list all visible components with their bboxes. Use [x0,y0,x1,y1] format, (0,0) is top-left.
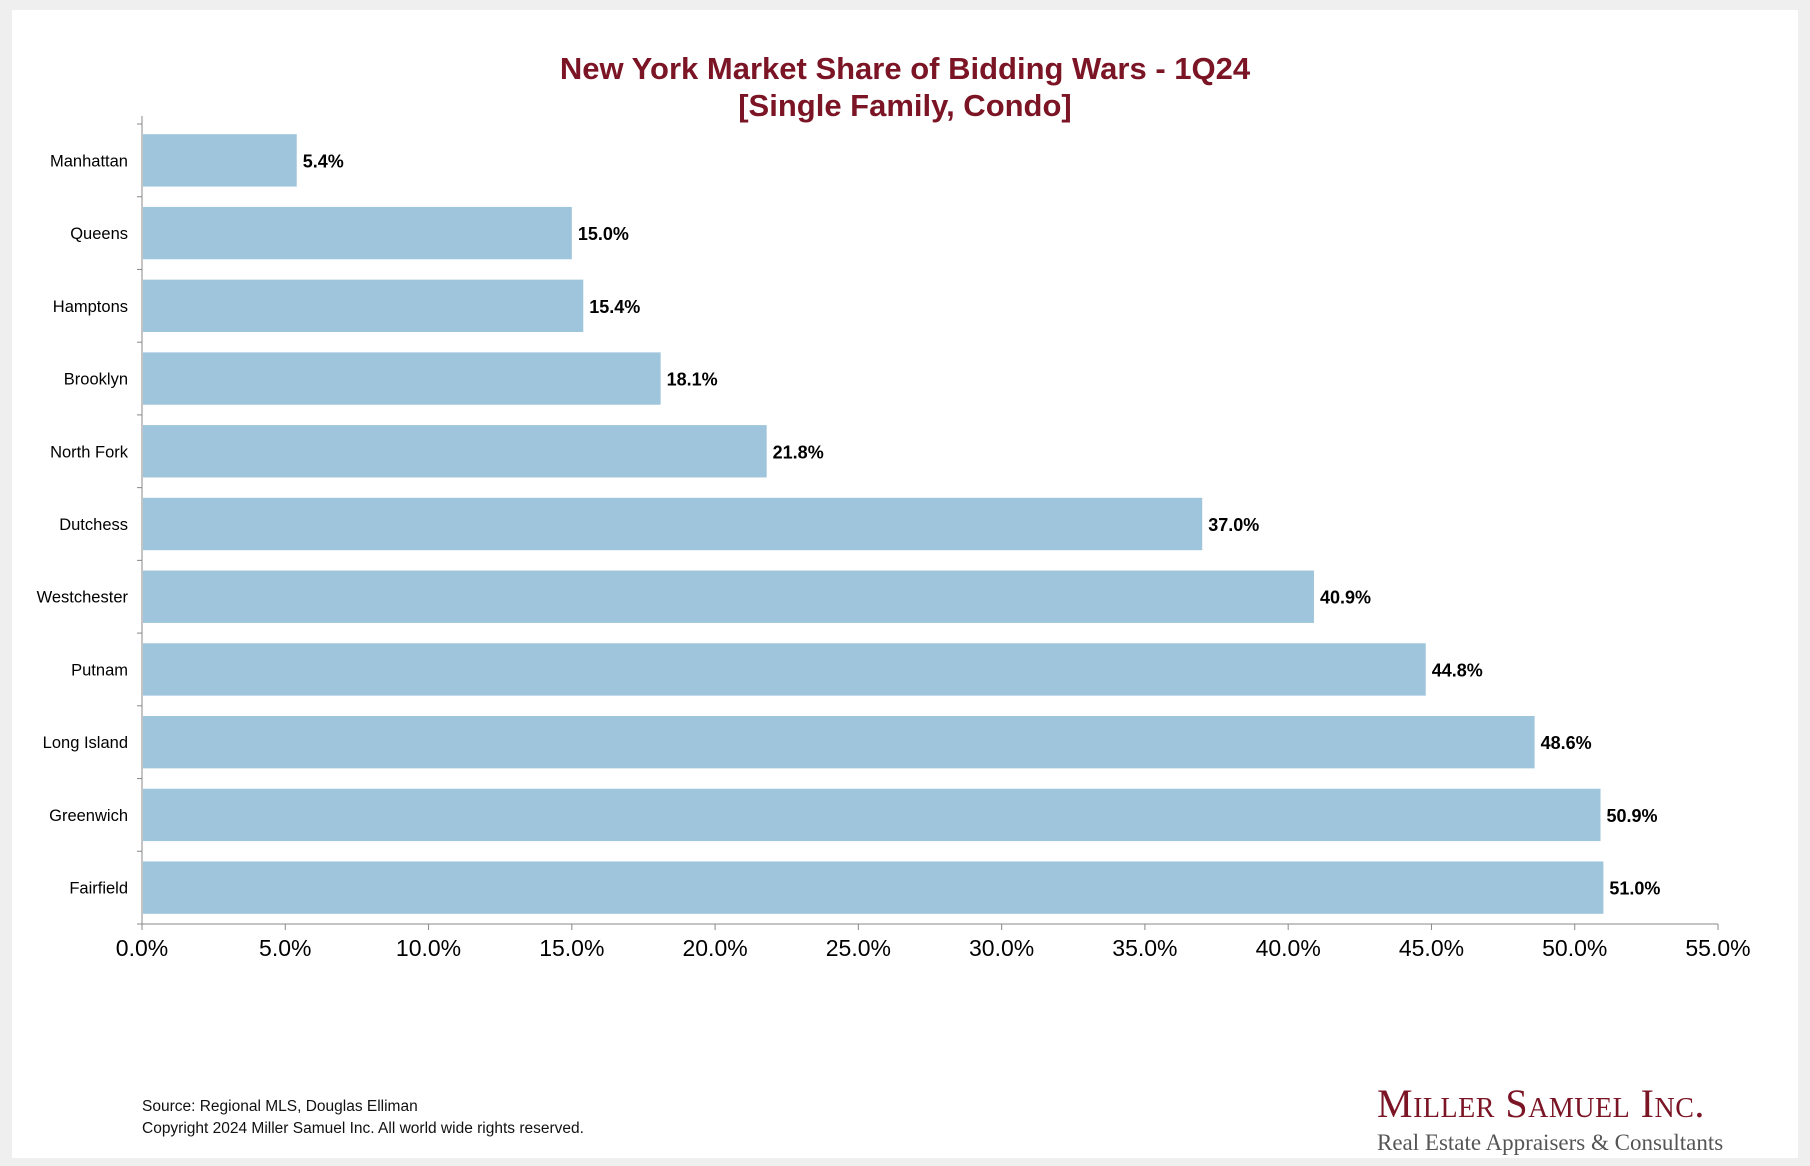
category-label: North Fork [50,443,129,461]
bar [143,352,661,405]
x-tick-label: 25.0% [826,935,891,961]
data-label: 37.0% [1208,515,1259,535]
logo-tagline: Real Estate Appraisers & Consultants [1377,1130,1724,1155]
chart-title: New York Market Share of Bidding Wars - … [559,51,1251,86]
chart-subtitle: [Single Family, Condo] [738,88,1072,123]
data-label: 51.0% [1609,879,1660,899]
category-label: Manhattan [50,152,128,170]
data-label: 15.0% [578,224,629,244]
bar [143,861,1604,914]
bar [143,206,572,260]
category-label: Westchester [37,589,129,607]
bar-chart: Manhattan 5.4% Queens 15.0% Hamptons 15.4% Bro… [37,116,1751,961]
data-label: 44.8% [1432,660,1483,680]
data-label: 21.8% [773,442,824,462]
category-label: Hamptons [53,298,128,316]
category-label: Brooklyn [64,371,128,389]
data-label: 48.6% [1541,733,1592,753]
x-tick-label: 55.0% [1685,935,1750,961]
chart-frame: New York Market Share of Bidding Wars - … [12,10,1798,1158]
category-label: Queens [70,225,128,243]
logo-name: Miller Samuel Inc. [1377,1081,1705,1126]
data-label: 40.9% [1320,588,1371,608]
copyright-note: Copyright 2024 Miller Samuel Inc. All wo… [142,1120,584,1137]
x-tick-label: 15.0% [539,935,604,961]
x-tick-label: 35.0% [1112,935,1177,961]
bar [143,425,767,478]
category-label: Long Island [43,734,128,752]
bar [143,134,297,187]
bar [143,570,1314,623]
x-tick-label: 40.0% [1256,935,1321,961]
bar [143,497,1203,551]
x-tick-label: 20.0% [682,935,747,961]
category-label: Greenwich [49,807,128,825]
bar [143,716,1535,769]
data-label: 5.4% [303,151,344,171]
data-label: 50.9% [1607,806,1658,826]
data-label: 15.4% [589,297,640,317]
category-label: Putnam [71,661,128,679]
x-tick-label: 30.0% [969,935,1034,961]
category-label: Fairfield [69,880,128,898]
x-tick-label: 45.0% [1399,935,1464,961]
x-tick-label: 5.0% [259,935,311,961]
bar [143,279,584,332]
company-logo: Miller Samuel Inc. Real Estate Appraiser… [1377,1082,1757,1158]
category-label: Dutchess [59,516,128,534]
chart-title-block: New York Market Share of Bidding Wars - … [12,50,1798,124]
bar [143,788,1601,842]
data-label: 18.1% [667,370,718,390]
x-tick-label: 50.0% [1542,935,1607,961]
x-tick-label: 0.0% [116,935,168,961]
chart-footer: Source: Regional MLS, Douglas Elliman Co… [142,1096,584,1140]
source-note: Source: Regional MLS, Douglas Elliman [142,1098,418,1115]
x-tick-label: 10.0% [396,935,461,961]
bar [143,643,1426,696]
